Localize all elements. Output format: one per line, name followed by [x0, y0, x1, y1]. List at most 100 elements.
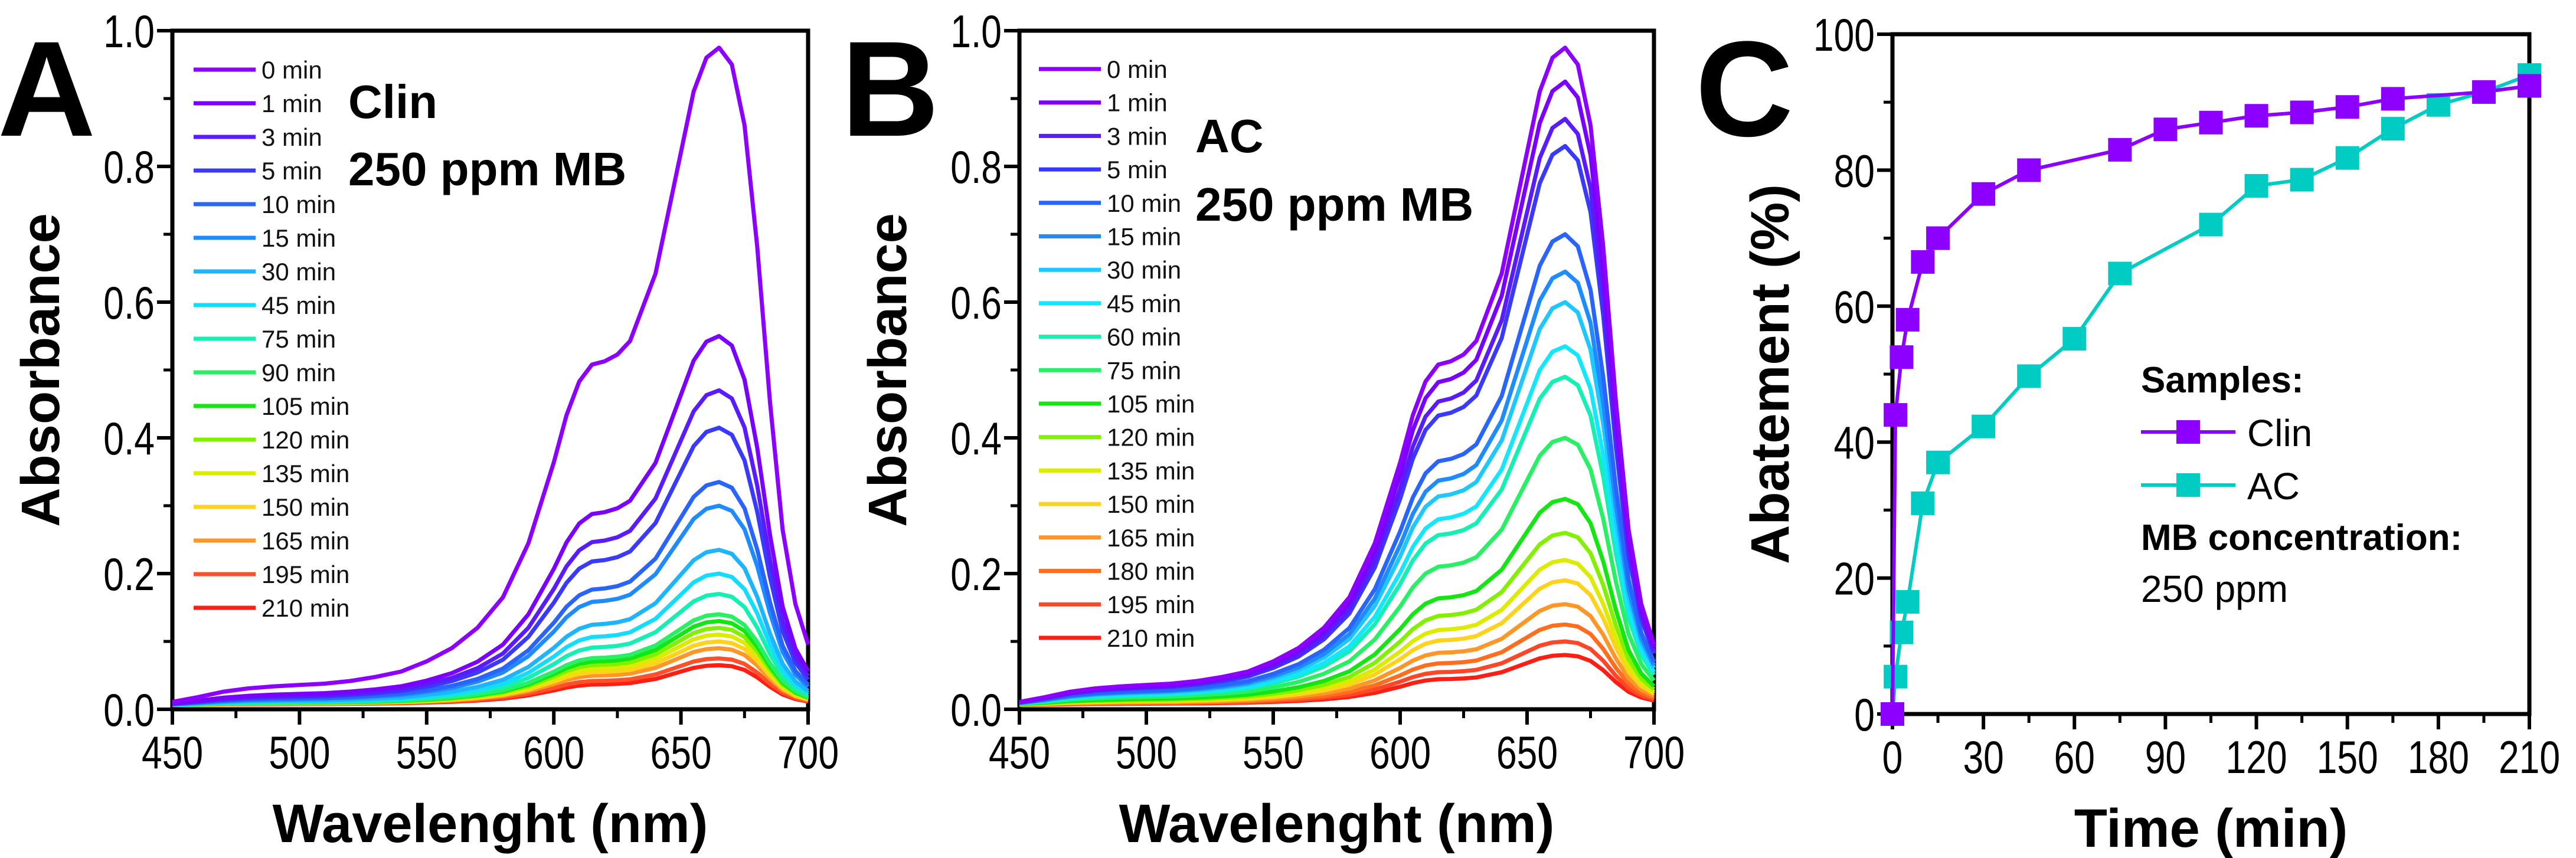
data-point-marker	[1884, 664, 1908, 689]
legend-label: AC	[2247, 465, 2300, 507]
legend-label: 3 min	[1107, 122, 1168, 150]
legend-label: 90 min	[261, 359, 336, 387]
legend-label: 10 min	[261, 191, 336, 218]
y-tick-label: 0.0	[950, 684, 1002, 735]
x-tick-label: 500	[1116, 726, 1177, 778]
y-tick-label: 40	[1834, 417, 1875, 469]
x-tick-label: 550	[1243, 726, 1304, 778]
legend-label: 135 min	[1107, 457, 1195, 484]
legend-label: 3 min	[261, 123, 322, 151]
annotation-text: Clin	[348, 76, 437, 128]
y-tick-label: 60	[1834, 281, 1875, 332]
legend-label: 150 min	[1107, 490, 1195, 518]
y-axis-label: Absorbance	[11, 213, 71, 527]
data-point-marker	[1926, 226, 1950, 250]
x-tick-label: 180	[2408, 731, 2469, 782]
x-axis-label: Time (min)	[2074, 798, 2348, 858]
data-point-marker	[2108, 137, 2132, 162]
annotation-text: 250 ppm MB	[1195, 178, 1473, 231]
spectra-curves	[172, 45, 810, 708]
x-axis-label: Wavelenght (nm)	[1119, 794, 1555, 854]
legend-label: 105 min	[261, 392, 349, 420]
note-value: 250 ppm	[2141, 568, 2288, 610]
legend-label: 195 min	[261, 561, 349, 588]
y-tick-label: 1.0	[103, 5, 155, 57]
x-tick-label: 150	[2317, 731, 2378, 782]
legend-label: 135 min	[261, 460, 349, 487]
data-point-marker	[2244, 173, 2268, 198]
data-point-marker	[2518, 74, 2541, 98]
x-tick-label: 500	[269, 726, 330, 778]
data-point-marker	[1881, 702, 1904, 726]
data-point-marker	[1884, 403, 1908, 427]
x-tick-label: 60	[2054, 731, 2095, 782]
spectrum-line-0-min	[172, 45, 810, 704]
data-point-marker	[1972, 182, 1996, 206]
data-point-marker	[2335, 146, 2359, 170]
y-tick-label: 0	[1854, 689, 1875, 740]
legend-label: 5 min	[261, 157, 322, 185]
legend-label: 195 min	[1107, 591, 1195, 618]
data-point-marker	[1889, 345, 1914, 369]
y-tick-label: 1.0	[950, 5, 1002, 57]
y-tick-label: 20	[1834, 553, 1875, 604]
data-point-marker	[2335, 95, 2359, 119]
data-point-marker	[2290, 100, 2314, 125]
y-tick-label: 0.2	[103, 548, 155, 600]
spectrum-line-10-min	[1019, 232, 1656, 705]
x-tick-label: 450	[989, 726, 1050, 778]
legend-label: 1 min	[261, 90, 322, 117]
legend-title: Samples:	[2141, 360, 2304, 401]
legend-swatch-marker	[2176, 473, 2200, 497]
annotation-text: AC	[1195, 110, 1264, 162]
data-point-marker	[2199, 110, 2223, 135]
y-tick-label: 0.0	[103, 684, 155, 735]
spectrum-line-1-min	[172, 334, 810, 706]
spectrum-line-0-min	[1019, 45, 1656, 704]
x-axis-label: Wavelenght (nm)	[273, 794, 708, 854]
data-point-marker	[2199, 212, 2223, 237]
x-tick-label: 0	[1882, 731, 1903, 782]
data-point-marker	[2290, 168, 2314, 192]
legend-label: 150 min	[261, 493, 349, 521]
legend-label: 120 min	[261, 426, 349, 454]
legend-label: 180 min	[1107, 558, 1195, 585]
legend-label: 1 min	[1107, 89, 1168, 117]
legend-label: 45 min	[1107, 290, 1181, 317]
legend-label: 30 min	[261, 258, 336, 286]
data-point-marker	[1972, 414, 1996, 438]
annotation-text: 250 ppm MB	[348, 143, 626, 195]
series-clin	[1881, 74, 2541, 726]
panel-letter: B	[841, 13, 939, 165]
spectra-curves	[1019, 45, 1656, 708]
panel-b-absorbance-ac: 450 500 550 600 650 700 0.0 0.2 0.4 0.6 0.8 1.0 Wave…	[841, 5, 1685, 854]
y-tick-label: 0.6	[950, 277, 1002, 328]
data-point-marker	[1895, 590, 1920, 614]
legend-label: 75 min	[1107, 356, 1181, 384]
legend-label: 15 min	[1107, 223, 1181, 251]
legend-label: 0 min	[1107, 55, 1168, 83]
legend-label: 120 min	[1107, 424, 1195, 451]
x-tick-label: 90	[2145, 731, 2186, 782]
legend-label: 5 min	[1107, 156, 1168, 184]
data-point-marker	[1895, 307, 1920, 332]
y-tick-label: 0.8	[950, 141, 1002, 192]
data-point-marker	[1926, 450, 1950, 474]
legend-label: 60 min	[1107, 323, 1181, 351]
data-point-marker	[2017, 364, 2041, 388]
x-tick-label: 30	[1963, 731, 2003, 782]
y-tick-label: 0.8	[103, 141, 155, 192]
data-point-marker	[2472, 80, 2496, 104]
panel-letter: C	[1695, 13, 1793, 165]
data-point-marker	[2062, 327, 2087, 351]
panel-a-absorbance-clin: 450 500 550 600 650 700 0.0 0.2 0.4 0.6 0.8 1.0 Wave…	[0, 5, 839, 854]
data-point-marker	[1911, 250, 1935, 274]
y-tick-label: 0.2	[950, 548, 1002, 600]
x-tick-label: 650	[650, 726, 712, 778]
x-tick-label: 120	[2226, 731, 2287, 782]
y-tick-label: 0.4	[103, 412, 155, 464]
legend-label: 30 min	[1107, 256, 1181, 284]
data-point-marker	[2381, 87, 2405, 111]
data-point-marker	[2017, 158, 2041, 182]
x-tick-label: 700	[777, 726, 839, 778]
